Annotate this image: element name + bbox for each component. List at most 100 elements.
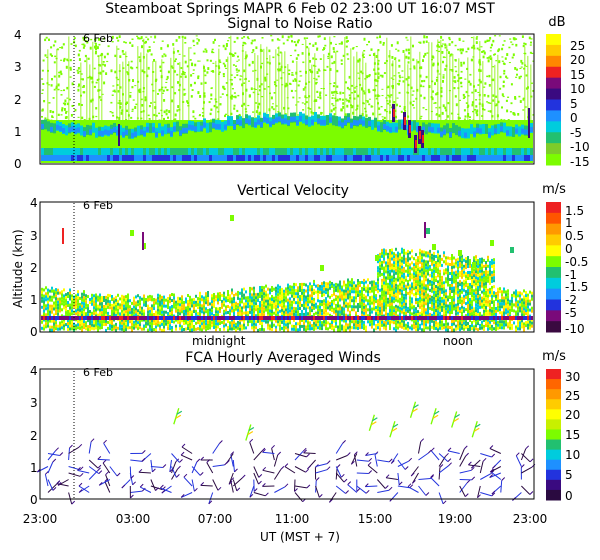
snr-cell: [489, 110, 492, 113]
velocity-cell: [311, 297, 313, 301]
velocity-cell: [189, 295, 191, 299]
snr-cell: [532, 114, 535, 116]
velocity-cell: [327, 282, 329, 286]
velocity-cell: [259, 295, 261, 298]
snr-cell: [380, 155, 383, 161]
snr-cell: [368, 98, 371, 100]
snr-cell: [247, 104, 250, 107]
velocity-cell: [179, 303, 181, 307]
velocity-cell: [119, 316, 121, 320]
velocity-cell: [415, 277, 417, 281]
snr-cell: [392, 60, 394, 123]
velocity-cell: [77, 316, 79, 320]
colorbar-label: -10: [570, 140, 590, 154]
snr-cell: [104, 129, 107, 135]
velocity-cell: [173, 305, 175, 309]
velocity-cell: [283, 316, 285, 320]
velocity-cell: [231, 306, 233, 310]
velocity-cell: [235, 316, 237, 320]
velocity-cell: [359, 281, 361, 285]
velocity-cell: [343, 304, 345, 308]
velocity-cell: [85, 321, 87, 325]
snr-cell: [469, 116, 471, 118]
velocity-cell: [111, 328, 113, 331]
velocity-cell: [203, 323, 205, 327]
velocity-cell: [283, 292, 285, 296]
snr-cell: [203, 122, 206, 128]
velocity-cell: [357, 285, 359, 288]
snr-cell: [254, 155, 257, 161]
velocity-cell: [105, 310, 107, 314]
velocity-cell: [437, 316, 439, 320]
snr-cell: [131, 38, 134, 40]
velocity-cell: [431, 298, 433, 302]
velocity-cell: [287, 283, 289, 287]
snr-cell: [165, 112, 168, 116]
velocity-cell: [417, 304, 419, 308]
velocity-cell: [297, 301, 299, 305]
velocity-cell: [391, 263, 393, 267]
velocity-cell: [421, 280, 423, 284]
velocity-cell: [41, 305, 43, 309]
snr-cell: [384, 62, 387, 65]
velocity-cell: [285, 320, 287, 324]
velocity-cell: [441, 316, 443, 320]
velocity-cell: [391, 290, 393, 294]
snr-cell: [107, 45, 110, 48]
snr-cell: [333, 90, 336, 92]
velocity-cell: [437, 298, 439, 302]
snr-cell: [134, 131, 137, 137]
snr-cell: [131, 108, 134, 111]
velocity-cell: [201, 316, 203, 320]
velocity-cell: [389, 285, 391, 288]
snr-cell: [363, 92, 366, 95]
velocity-cell: [209, 316, 211, 320]
velocity-cell: [223, 316, 225, 320]
velocity-cell: [231, 288, 233, 292]
snr-cell: [95, 115, 98, 118]
snr-cell: [347, 155, 350, 161]
snr-cell: [402, 50, 405, 53]
velocity-cell: [349, 328, 351, 332]
velocity-cell: [381, 316, 383, 320]
velocity-cell: [95, 323, 97, 327]
velocity-cell: [423, 325, 425, 329]
velocity-cell: [105, 307, 107, 311]
snr-cell: [245, 51, 247, 124]
snr-cell: [282, 72, 285, 74]
velocity-cell: [329, 301, 331, 305]
snr-cell: [339, 91, 342, 95]
velocity-cell: [325, 300, 327, 304]
snr-cell: [294, 49, 297, 52]
snr-cell: [248, 63, 251, 67]
snr-cell: [345, 81, 347, 84]
snr-cell: [209, 148, 212, 156]
velocity-cell: [267, 299, 269, 303]
velocity-cell: [273, 323, 275, 327]
velocity-cell: [415, 283, 417, 287]
velocity-cell: [317, 296, 319, 300]
velocity-cell: [69, 306, 71, 310]
velocity-cell: [249, 304, 251, 308]
velocity-cell: [87, 313, 89, 317]
velocity-cell: [175, 318, 177, 322]
velocity-cell: [145, 319, 147, 322]
velocity-cell: [435, 285, 437, 288]
snr-cell: [248, 155, 251, 161]
velocity-cell: [337, 304, 339, 308]
snr-cell: [308, 47, 310, 123]
snr-cell: [332, 85, 335, 88]
velocity-cell: [265, 299, 267, 303]
velocity-cell: [335, 312, 337, 316]
velocity-cell: [63, 316, 65, 320]
velocity-cell: [401, 298, 403, 302]
snr-cell: [193, 52, 196, 55]
snr-cell: [378, 113, 381, 116]
velocity-cell: [91, 320, 93, 324]
velocity-cell: [201, 307, 203, 311]
velocity-cell: [121, 306, 123, 310]
snr-cell: [491, 148, 494, 156]
velocity-cell: [309, 316, 311, 320]
snr-cell: [454, 44, 457, 47]
snr-cell: [56, 155, 59, 161]
